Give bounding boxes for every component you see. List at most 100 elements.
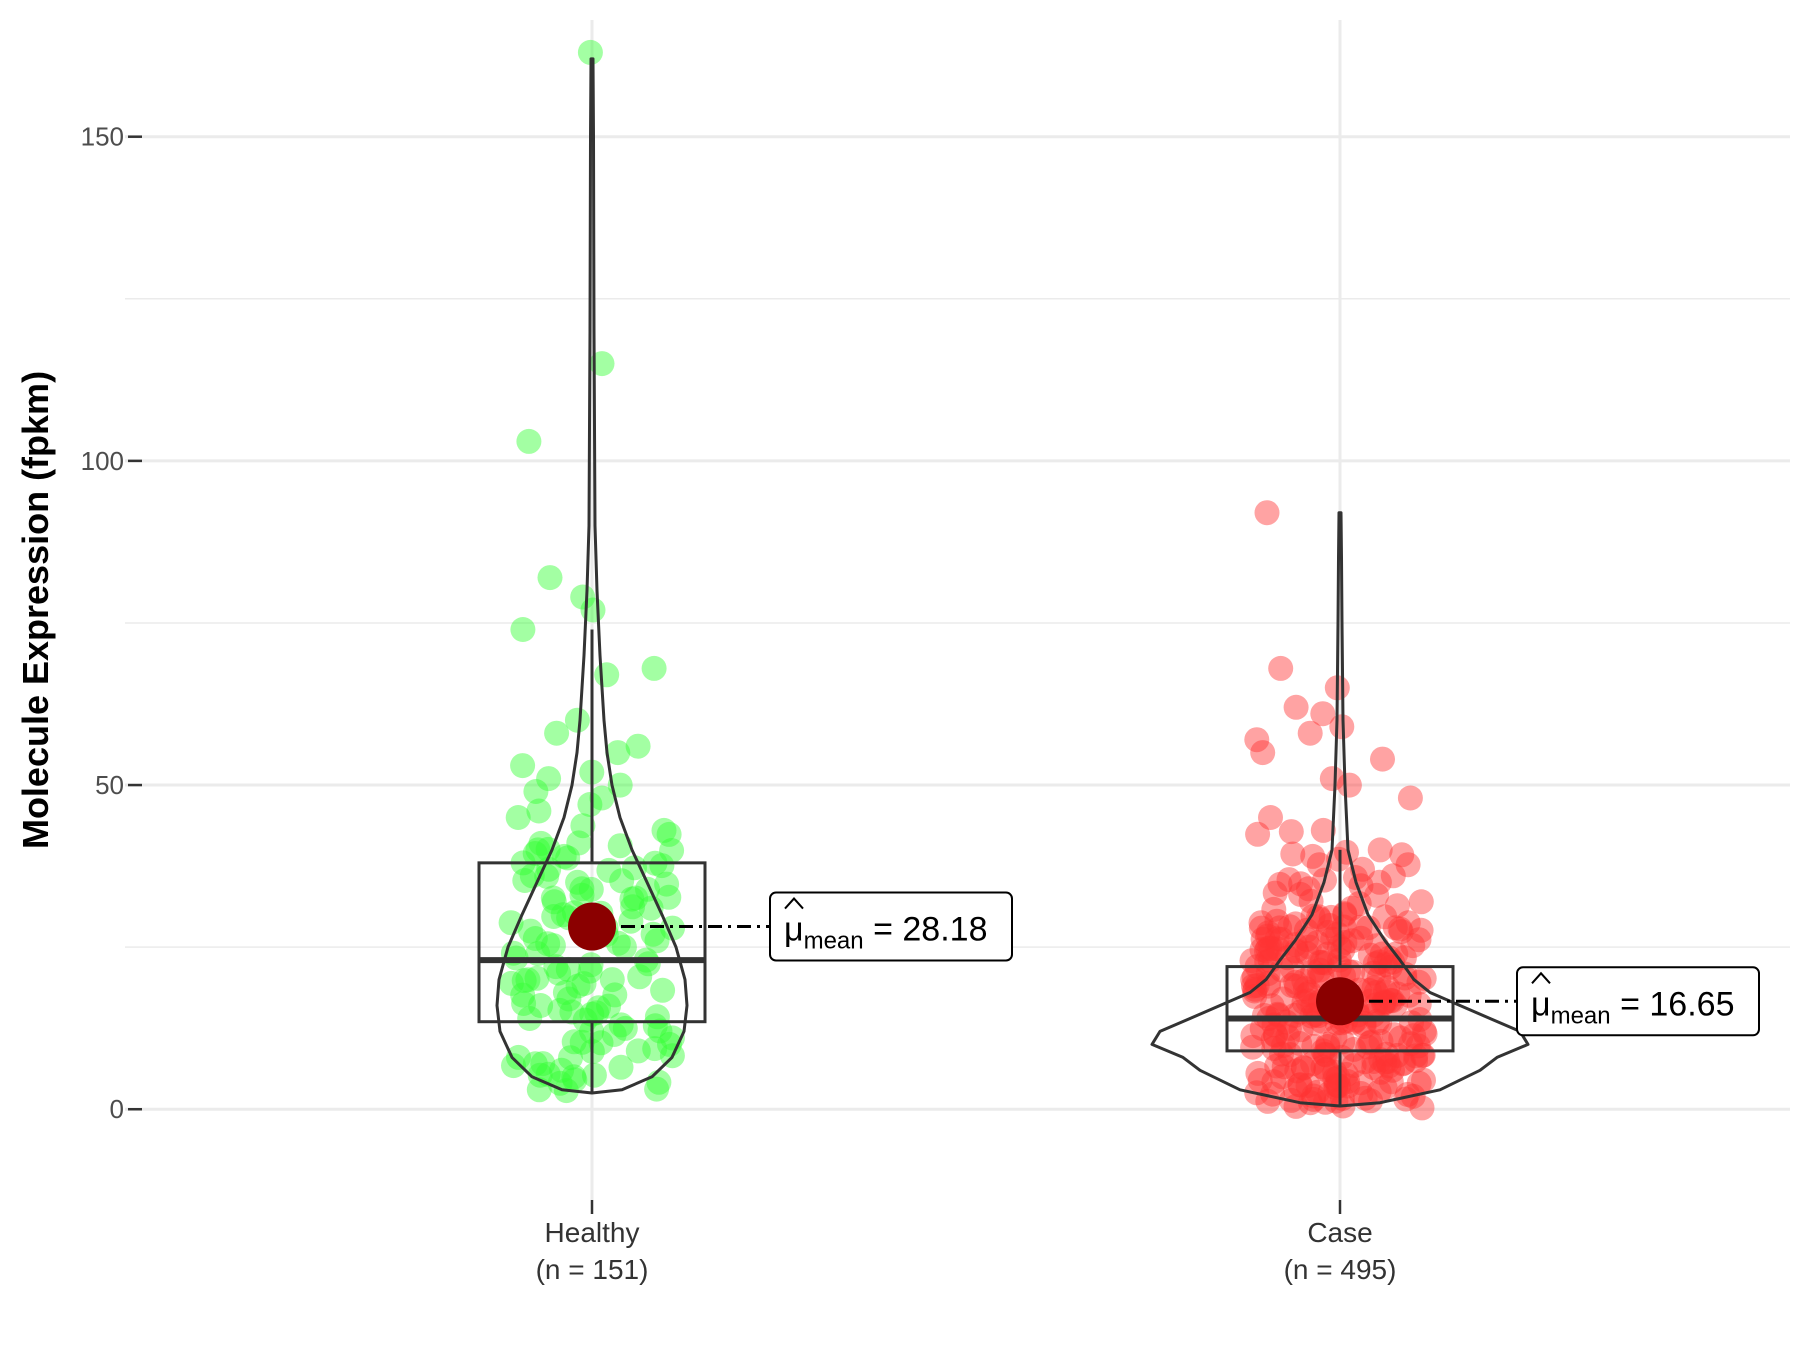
data-point (1261, 896, 1287, 922)
y-axis: 0 50 100 150 (81, 122, 142, 1124)
data-point (1248, 910, 1274, 936)
data-point (1352, 1049, 1378, 1075)
data-point (1268, 655, 1294, 681)
data-point (559, 999, 585, 1025)
data-point (1276, 1015, 1302, 1041)
data-point (510, 753, 536, 779)
data-point (1388, 919, 1414, 945)
y-axis-title: Molecule Expression (fpkm) (15, 371, 56, 849)
data-point (1277, 914, 1303, 940)
data-point (596, 993, 621, 1019)
data-point (1325, 1065, 1351, 1091)
data-point (1339, 928, 1365, 954)
data-point (1315, 919, 1341, 945)
data-point (1325, 1073, 1351, 1099)
data-point (1361, 1055, 1387, 1081)
data-point (1406, 991, 1432, 1017)
data-point (656, 884, 682, 910)
data-point (1409, 1095, 1435, 1121)
data-point (1393, 1086, 1419, 1112)
data-point (570, 813, 596, 839)
data-point (1382, 992, 1408, 1018)
data-point (1255, 923, 1280, 949)
group-healthy: μmean = 28.18 (477, 39, 1013, 1104)
data-point (1376, 945, 1402, 971)
data-point (501, 1053, 526, 1079)
data-point (1348, 1070, 1374, 1096)
data-point (505, 805, 531, 830)
data-point (1380, 949, 1406, 975)
data-point (1363, 980, 1389, 1005)
data-point (1371, 989, 1397, 1015)
data-point (1384, 893, 1410, 919)
data-point (1361, 975, 1387, 1001)
data-point (1282, 1077, 1308, 1103)
data-point (619, 886, 645, 912)
data-point (1284, 1058, 1310, 1084)
data-point (625, 1038, 651, 1064)
data-point (1395, 852, 1421, 878)
data-point (618, 908, 644, 934)
data-point (1278, 819, 1304, 845)
mean-label: μmean = 28.18 (784, 911, 987, 955)
data-point (530, 1051, 556, 1077)
data-point (1291, 968, 1317, 994)
box (1225, 965, 1455, 1053)
data-point (517, 1006, 543, 1031)
data-point (1264, 926, 1290, 952)
data-point (528, 830, 554, 856)
data-point (1260, 1081, 1286, 1107)
data-point (1304, 930, 1330, 956)
data-point (1282, 1002, 1308, 1028)
y-tick-label: 100 (81, 446, 124, 476)
data-point (1255, 936, 1281, 962)
data-point (1264, 908, 1290, 934)
data-point (1288, 881, 1314, 907)
data-point (1242, 983, 1268, 1009)
group-case: μmean = 16.65 (1150, 500, 1760, 1121)
data-point (526, 798, 552, 824)
data-point (1341, 1053, 1367, 1078)
mean-label-box (1516, 966, 1760, 1037)
data-point (1363, 992, 1389, 1018)
data-point (586, 995, 611, 1021)
data-point (1406, 927, 1432, 953)
data-point (1249, 937, 1275, 963)
hat-icon (784, 897, 804, 910)
data-point (566, 830, 592, 856)
data-point (601, 1022, 627, 1047)
data-point (1264, 1053, 1290, 1079)
data-point (556, 986, 582, 1012)
data-point (602, 982, 628, 1008)
data-point (536, 766, 562, 792)
data-point (569, 1029, 595, 1055)
data-point (1397, 785, 1423, 811)
data-point (1292, 976, 1318, 1002)
data-point (1367, 949, 1393, 975)
data-point (516, 428, 542, 454)
data-point (620, 894, 646, 920)
data-point (510, 617, 536, 642)
mean-label-box (769, 891, 1013, 962)
data-point (1275, 945, 1300, 971)
data-point (605, 740, 631, 766)
data-point (552, 980, 578, 1005)
data-point (1283, 1093, 1309, 1119)
data-point (561, 1064, 587, 1090)
data-point (1268, 926, 1294, 952)
data-point (644, 1076, 670, 1102)
data-point (1371, 991, 1396, 1017)
data-point (1290, 1054, 1316, 1080)
y-tick-label: 0 (110, 1094, 124, 1124)
data-point (1279, 972, 1305, 998)
data-point (594, 662, 620, 688)
data-point (565, 973, 591, 999)
data-point (1400, 933, 1426, 959)
data-point (589, 351, 615, 377)
data-point (522, 1051, 548, 1077)
box (477, 861, 707, 1024)
data-point (1368, 1028, 1394, 1054)
data-point (1315, 1034, 1341, 1059)
data-point (1331, 914, 1357, 940)
data-point (1295, 988, 1321, 1014)
